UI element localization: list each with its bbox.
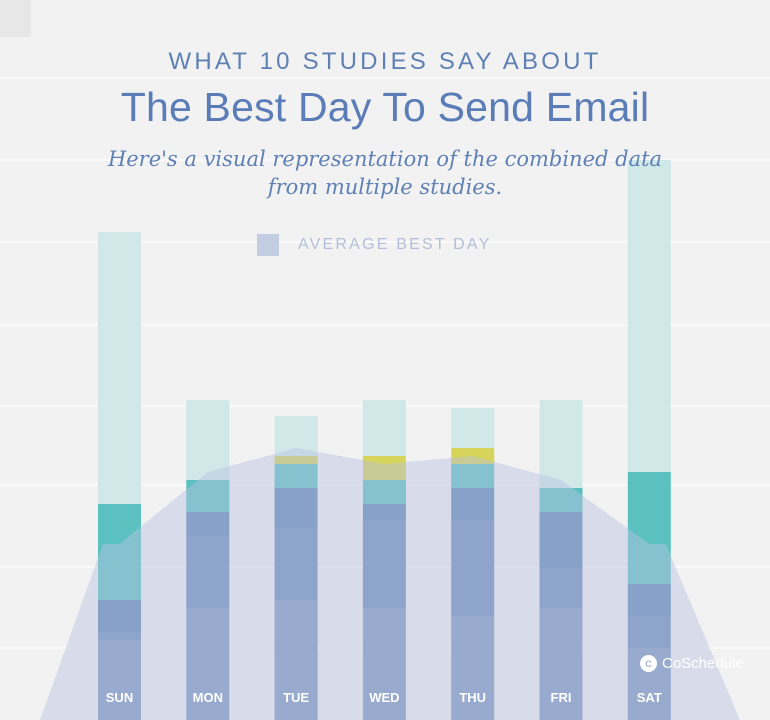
bar-segment-tue-4	[274, 456, 318, 464]
bar-segment-thu-2	[451, 488, 495, 520]
kicker-heading: WHAT 10 STUDIES SAY ABOUT	[168, 48, 602, 75]
day-label-fri: FRI	[551, 690, 572, 705]
bar-segment-wed-5	[362, 400, 406, 456]
day-label-wed: WED	[369, 690, 399, 705]
bar-segment-sun-3	[98, 504, 141, 600]
day-label-tue: TUE	[283, 690, 309, 705]
bar-segment-wed-2	[362, 504, 406, 520]
bar-segment-fri-1	[539, 568, 583, 608]
bar-segment-tue-5	[274, 416, 318, 456]
bar-segment-sun-1	[98, 632, 141, 640]
bar-segment-fri-5	[539, 400, 583, 488]
day-label-sat: SAT	[637, 690, 662, 705]
bar-segment-fri-3	[539, 488, 583, 512]
bar-segment-tue-0	[274, 600, 318, 720]
day-label-thu: THU	[459, 690, 486, 705]
bar-segment-mon-3	[186, 480, 230, 512]
bar-segment-wed-3	[362, 480, 406, 504]
legend: AVERAGE BEST DAY	[257, 234, 491, 256]
bar-segment-sun-0	[98, 640, 141, 720]
bar-segment-sat-3	[627, 472, 671, 584]
average-best-day-area	[40, 448, 740, 720]
bar-segment-sat-5	[627, 160, 671, 472]
bar-segment-thu-4	[451, 448, 495, 464]
bar-segment-mon-0	[186, 608, 230, 720]
legend-swatch	[257, 234, 279, 256]
coschedule-logo-icon: C	[640, 655, 657, 672]
brand-mark: C CoSchedule	[640, 655, 744, 672]
bar-segment-mon-1	[186, 536, 230, 608]
brand-name: CoSchedule	[662, 655, 744, 672]
day-labels: SUN MON TUE WED THU FRI SAT	[106, 690, 662, 705]
corner-decoration	[0, 0, 31, 37]
bar-segment-wed-1	[362, 520, 406, 608]
bar-segment-fri-0	[539, 608, 583, 720]
bar-segment-tue-2	[274, 488, 318, 528]
bar-segment-sun-5	[98, 232, 141, 504]
bar-segment-thu-1	[451, 520, 495, 616]
bar-segment-tue-1	[274, 528, 318, 600]
bar-segment-sun-2	[98, 600, 141, 632]
bar-segment-thu-5	[451, 408, 495, 448]
bar-segment-sat-1	[627, 616, 671, 648]
bar-segment-mon-5	[186, 400, 230, 480]
bar-segment-mon-2	[186, 512, 230, 536]
legend-label: AVERAGE BEST DAY	[298, 236, 492, 253]
bar-segment-thu-0	[451, 616, 495, 720]
subtitle: Here's a visual representation of the co…	[107, 147, 663, 199]
day-label-mon: MON	[193, 690, 223, 705]
bar-segment-wed-0	[362, 608, 406, 720]
bar-segment-sat-2	[627, 584, 671, 616]
page-title: The Best Day To Send Email	[120, 84, 650, 130]
day-label-sun: SUN	[106, 690, 133, 705]
bar-segment-fri-2	[539, 512, 583, 568]
bar-segment-thu-3	[451, 464, 495, 488]
bar-segment-wed-4	[362, 456, 406, 480]
bar-segment-tue-3	[274, 464, 318, 488]
